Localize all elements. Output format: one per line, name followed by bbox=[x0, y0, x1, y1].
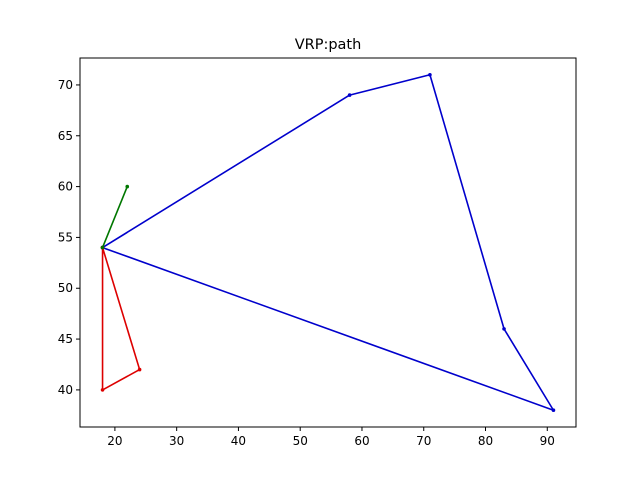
plot-frame bbox=[79, 57, 577, 428]
data-point bbox=[428, 72, 432, 77]
y-tick-label: 45 bbox=[58, 332, 73, 346]
y-tick-label: 50 bbox=[58, 281, 73, 295]
series-line bbox=[101, 186, 128, 248]
data-point bbox=[502, 327, 506, 331]
x-tick-label: 40 bbox=[231, 434, 246, 448]
y-tick-label: 65 bbox=[58, 129, 73, 143]
y-tick-label: 40 bbox=[58, 383, 73, 397]
data-point bbox=[100, 245, 105, 250]
x-tick-label: 90 bbox=[540, 434, 555, 448]
x-tick-label: 30 bbox=[169, 434, 184, 448]
x-tick-label: 80 bbox=[478, 434, 493, 448]
data-point bbox=[551, 408, 556, 413]
series-line bbox=[102, 73, 555, 412]
x-tick-label: 70 bbox=[416, 434, 431, 448]
series-line bbox=[101, 247, 141, 391]
chart-title: VRP:path bbox=[295, 37, 362, 53]
data-point bbox=[125, 184, 130, 189]
x-tick-label: 60 bbox=[354, 434, 369, 448]
y-tick-label: 60 bbox=[58, 180, 73, 194]
data-point bbox=[347, 93, 352, 97]
y-tick-label: 55 bbox=[58, 230, 73, 244]
data-point bbox=[100, 388, 105, 392]
x-tick-label: 50 bbox=[293, 434, 308, 448]
data-point bbox=[137, 367, 142, 372]
y-axis: 40 45 50 55 60 65 70 bbox=[58, 78, 80, 397]
y-tick-label: 70 bbox=[58, 78, 73, 92]
series-2 bbox=[100, 184, 130, 250]
series-layer bbox=[100, 72, 556, 413]
x-axis: 20 30 40 50 60 70 80 90 bbox=[107, 427, 555, 448]
x-tick-label: 20 bbox=[107, 434, 122, 448]
